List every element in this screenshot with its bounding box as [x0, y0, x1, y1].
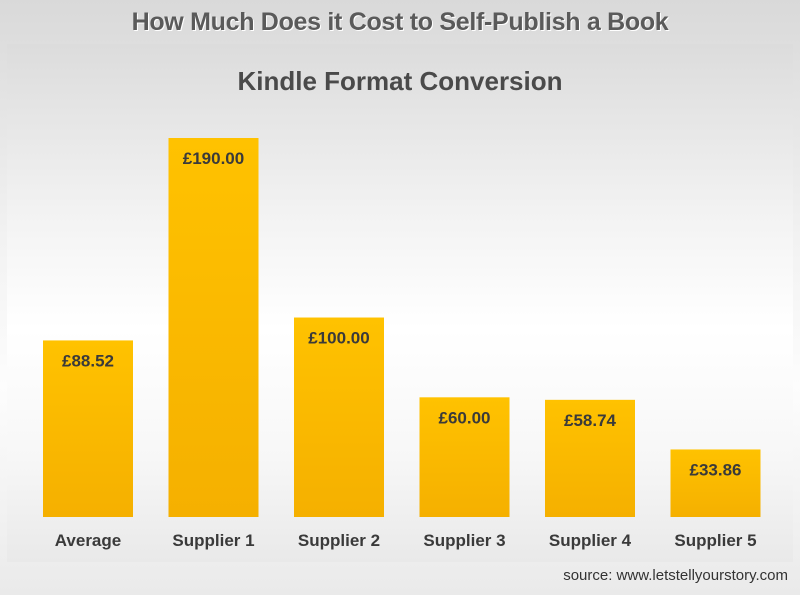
category-label: Supplier 2: [298, 531, 380, 550]
bar-supplier-3: [419, 397, 510, 517]
category-label: Supplier 1: [172, 531, 254, 550]
data-label: £100.00: [308, 329, 369, 348]
data-label: £58.74: [564, 411, 617, 430]
source-credit: source: www.letstellyourstory.com: [563, 567, 788, 584]
category-label: Supplier 4: [549, 531, 632, 550]
bar-supplier-1: [168, 138, 259, 517]
chart-panel: [7, 44, 793, 562]
data-label: £33.86: [690, 460, 742, 479]
bar-supplier-5: [670, 449, 761, 517]
bar-supplier-2: [294, 317, 384, 517]
data-label: £190.00: [183, 149, 244, 168]
bar-supplier-4: [545, 399, 635, 517]
data-label: £88.52: [62, 351, 114, 370]
chart-title: Kindle Format Conversion: [237, 66, 563, 96]
page-title: How Much Does it Cost to Self-Publish a …: [131, 8, 669, 36]
category-label: Supplier 3: [423, 531, 505, 550]
data-label: £60.00: [439, 408, 491, 427]
category-label: Supplier 5: [674, 531, 756, 550]
category-label: Average: [55, 531, 121, 550]
bar-average: [43, 340, 133, 517]
